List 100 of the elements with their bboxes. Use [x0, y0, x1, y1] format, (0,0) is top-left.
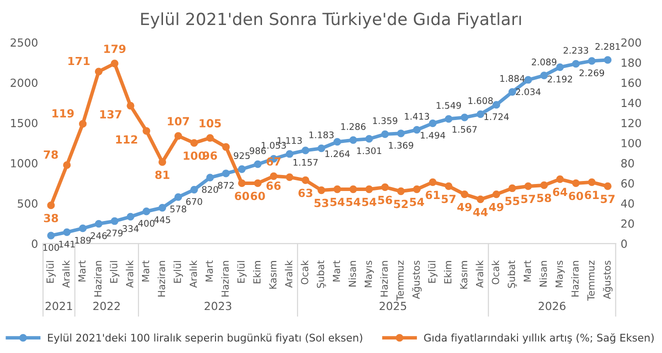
- point: [365, 185, 373, 194]
- data-label: 820: [202, 186, 218, 193]
- point: [206, 134, 214, 142]
- point: [190, 186, 198, 194]
- point: [556, 175, 564, 184]
- x-tick-label: Aralık: [126, 260, 134, 288]
- data-label: 2.281: [595, 43, 620, 50]
- data-label: 189: [75, 236, 91, 244]
- x-tick-label: Ocak: [300, 260, 308, 284]
- point: [460, 190, 468, 198]
- point: [588, 178, 596, 186]
- data-label: 1.359: [373, 117, 398, 124]
- point: [349, 136, 358, 144]
- point: [333, 185, 342, 194]
- point: [47, 202, 55, 210]
- data-label: 61: [584, 190, 599, 200]
- data-label: 1.494: [420, 132, 446, 139]
- point: [158, 158, 166, 166]
- data-label: 81: [155, 170, 170, 180]
- point: [508, 184, 516, 192]
- point: [476, 110, 484, 118]
- data-label: 1.884: [500, 75, 525, 82]
- point: [540, 181, 548, 190]
- text: 2023: [204, 302, 232, 310]
- point: [413, 185, 421, 194]
- point: [428, 178, 437, 186]
- y-tick-label: 0: [32, 240, 38, 248]
- point: [397, 187, 405, 196]
- data-label: 2.233: [564, 46, 588, 54]
- x-tick-label: Eylül: [174, 261, 183, 283]
- point: [572, 179, 580, 188]
- x-tick-label: Mayıs: [364, 260, 374, 288]
- data-label: 578: [170, 206, 186, 212]
- point: [206, 174, 214, 182]
- y2-tick-label: 20: [621, 219, 634, 228]
- point: [572, 60, 580, 68]
- data-label: 49: [457, 202, 472, 212]
- y-tick-label: 500: [18, 199, 38, 208]
- data-label: 1.183: [309, 131, 334, 138]
- point: [47, 232, 55, 240]
- text: 2022: [93, 302, 120, 310]
- data-label: 64: [552, 188, 568, 196]
- point: [126, 102, 134, 110]
- x-tick-label: Aralık: [476, 260, 484, 288]
- point: [318, 144, 326, 152]
- y2-tick-label: 0: [621, 240, 627, 248]
- data-label: 56: [378, 196, 392, 204]
- y-tick-label: 1500: [11, 118, 38, 128]
- data-label: 54: [362, 198, 376, 206]
- data-label: 1.157: [294, 159, 318, 166]
- chart-title: Eylül 2021'den Sonra Türkiye'de Gıda Fiyatları: [141, 12, 521, 28]
- point: [540, 72, 548, 80]
- data-label: 119: [52, 109, 74, 118]
- x-tick-label: Haziran: [94, 261, 102, 296]
- data-label: 1.286: [341, 123, 366, 130]
- y2-tick-label: 120: [622, 118, 641, 128]
- data-label: 54: [346, 198, 360, 206]
- point: [174, 193, 182, 201]
- x-tick-label: Haziran: [571, 261, 579, 296]
- legend-label: Gıda fiyatlarındaki yıllık artış (%; Sağ Eksen): [424, 333, 654, 344]
- x-tick-label: Ocak: [492, 260, 500, 284]
- x-tick-label: Ağustos: [412, 260, 422, 300]
- x-tick-label: Haziran: [380, 261, 388, 296]
- point: [94, 220, 103, 228]
- point: [78, 224, 87, 232]
- x-tick-label: Haziran: [158, 261, 166, 296]
- data-label: 55: [505, 196, 520, 206]
- y2-tick-label: 160: [622, 78, 641, 87]
- point: [333, 138, 342, 146]
- data-label: 2.089: [532, 58, 556, 66]
- y-tick-label: 2000: [10, 78, 38, 87]
- x-tick-label: Temmuz: [587, 260, 595, 301]
- x-tick-label: Eylül: [428, 261, 438, 283]
- y2-tick-label: 40: [621, 199, 634, 208]
- point: [444, 115, 452, 123]
- x-tick-label: Mart: [142, 260, 150, 282]
- data-label: 38: [44, 214, 58, 222]
- point: [63, 228, 71, 236]
- data-label: 400: [138, 220, 154, 227]
- point: [222, 143, 230, 151]
- x-tick-label: Nisan: [348, 261, 356, 286]
- data-label: 279: [106, 230, 123, 236]
- data-label: 53: [314, 198, 328, 208]
- point: [444, 182, 452, 190]
- point: [286, 173, 294, 181]
- point: [158, 204, 166, 212]
- x-tick-label: Temmuz: [396, 260, 404, 301]
- text: 2021: [46, 302, 72, 310]
- y2-tick-label: 180: [622, 58, 641, 67]
- point: [94, 68, 103, 76]
- x-tick-label: Ekim: [444, 261, 452, 284]
- point: [110, 217, 118, 225]
- data-label: 63: [298, 188, 312, 198]
- y2-tick-label: 140: [622, 98, 641, 108]
- x-tick-label: Mart: [206, 260, 213, 282]
- y2-tick-label: 80: [621, 159, 634, 168]
- data-label: 57: [600, 194, 615, 204]
- point: [238, 165, 246, 173]
- x-tick-label: Şubat: [508, 260, 517, 288]
- point: [302, 146, 310, 154]
